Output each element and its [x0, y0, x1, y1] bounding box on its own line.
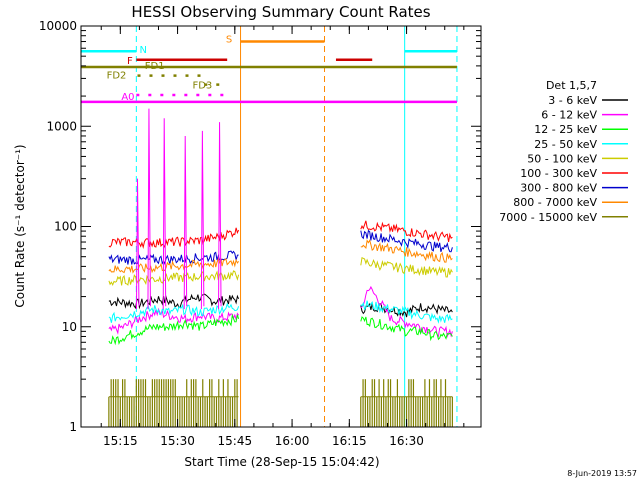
flag-label-n: N [139, 45, 146, 56]
x-tick-label: 16:00 [275, 434, 310, 448]
y-tick-label: 10000 [39, 19, 77, 33]
x-tick-label: 16:15 [332, 434, 367, 448]
series-line-5-1 [360, 220, 453, 242]
legend-label: 3 - 6 keV [548, 94, 597, 107]
legend-label: 50 - 100 keV [527, 152, 597, 165]
legend-label: 12 - 25 keV [534, 123, 597, 136]
chart-title: HESSI Observing Summary Count Rates [131, 3, 430, 21]
series-line-0-0 [108, 293, 240, 310]
y-tick-label: 100 [54, 220, 77, 234]
series-line-0-1 [360, 302, 453, 318]
x-axis: 15:15 15:30 15:45 16:00 16:15 16:30 [100, 26, 465, 448]
spike-2 [162, 118, 167, 310]
date-stamp: 8-Jun-2019 13:57 [567, 469, 637, 478]
y-tick-label: 1000 [46, 119, 77, 133]
series-line-3-0 [108, 302, 240, 323]
legend-label: 25 - 50 keV [534, 138, 597, 151]
legend-label: 6 - 12 keV [541, 109, 597, 122]
y-tick-label: 10 [62, 320, 77, 334]
x-tick-label: 15:45 [218, 434, 253, 448]
legend-title: Det 1,5,7 [546, 79, 597, 92]
y-axis-label: Count Rate (s⁻¹ detector⁻¹) [13, 144, 27, 307]
flag-label-s: S [226, 35, 232, 46]
legend-label: 300 - 800 keV [520, 182, 597, 195]
spike-0 [135, 178, 140, 310]
spike-3 [183, 135, 188, 310]
spike-4 [200, 130, 205, 310]
x-tick-label: 15:30 [160, 434, 195, 448]
series-line-4-1 [360, 256, 453, 278]
series-line-6-0 [108, 250, 239, 266]
series-line-4-0 [108, 270, 240, 287]
y-tick-label: 1 [69, 420, 77, 434]
plot-area [81, 26, 458, 427]
series-line-6-1 [360, 229, 453, 253]
x-tick-label: 16:30 [389, 434, 424, 448]
legend-label: 7000 - 15000 keV [499, 211, 597, 224]
spike-5 [218, 122, 222, 310]
flag-label-fd2: FD2 [107, 70, 127, 81]
x-tick-label: 15:15 [103, 434, 138, 448]
plot-frame [80, 25, 482, 428]
spike-1 [147, 108, 151, 310]
series-line-7-1 [360, 239, 453, 263]
flag-label-fd3: FD3 [192, 81, 212, 92]
flag-label-a0: A0 [121, 92, 134, 103]
flag-label-fd1: FD1 [145, 61, 165, 72]
series-line-7-0 [108, 257, 239, 274]
series-line-2-0 [108, 313, 240, 346]
legend-label: 100 - 300 keV [520, 167, 597, 180]
y-axis: 1 10 100 1000 10000 [39, 19, 481, 434]
x-axis-label: Start Time (28-Sep-15 15:04:42) [184, 455, 379, 469]
series-line-1-1 [360, 285, 453, 339]
series-line-2-1 [360, 316, 453, 342]
series-line-3-1 [360, 300, 453, 324]
legend-label: 800 - 7000 keV [513, 196, 597, 209]
series-line-5-0 [108, 227, 240, 250]
flag-label-f: F [127, 56, 133, 67]
